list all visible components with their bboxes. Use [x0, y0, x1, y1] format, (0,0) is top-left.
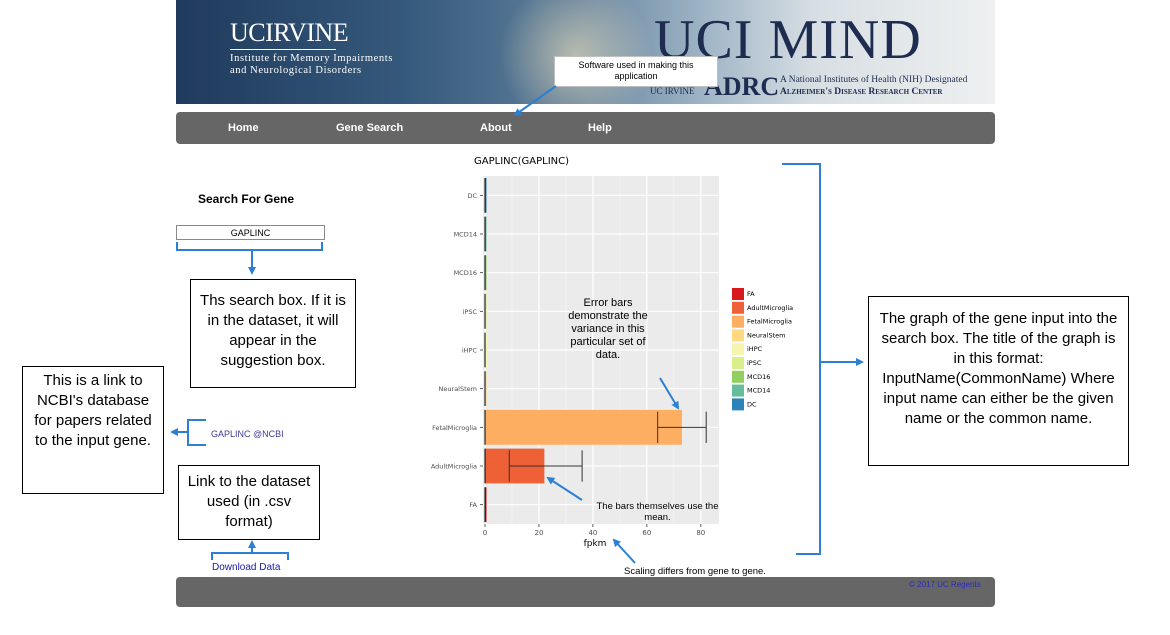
y-tick-label: FA [469, 501, 477, 509]
nav-about[interactable]: About [480, 122, 512, 134]
graph-annotation: The graph of the gene input into the sea… [868, 296, 1129, 466]
download-data-link[interactable]: Download Data [212, 562, 281, 573]
bar-FA [485, 487, 487, 523]
chart-title: GAPLINC(GAPLINC) [474, 156, 569, 167]
dataset-annotation: Link to the dataset used (in .csv format… [178, 465, 320, 540]
x-tick-label: 40 [588, 529, 597, 537]
legend-swatch [732, 384, 744, 397]
institute-line-1: Institute for Memory Impairments [230, 53, 393, 64]
scaling-annotation: Scaling differs from gene to gene. [624, 566, 766, 577]
nav-help[interactable]: Help [588, 122, 612, 134]
ncbi-link[interactable]: GAPLINC @NCBI [211, 429, 284, 439]
error-bars-arrow [659, 377, 680, 410]
search-title: Search For Gene [198, 192, 295, 206]
legend-label: MCD14 [747, 387, 770, 395]
logo-divider [230, 49, 336, 50]
error-bars-annotation: Error bars demonstrate the variance in t… [568, 297, 648, 361]
scaling-arrow [612, 538, 636, 564]
y-tick-label: DC [467, 192, 477, 200]
search-box-annotation: Ths search box. If it is in the dataset,… [190, 279, 356, 388]
legend-swatch [732, 315, 744, 328]
bar-iHPC [485, 332, 488, 368]
legend-swatch [732, 343, 744, 356]
legend-label: iPSC [747, 359, 762, 367]
x-tick-label: 60 [642, 529, 651, 537]
y-tick-label: NeuralStem [439, 385, 477, 393]
legend-swatch [732, 398, 744, 411]
legend-label: iHPC [747, 345, 763, 353]
chart-legend: FA AdultMicroglia FetalMicroglia NeuralStem… [732, 288, 793, 411]
bars-mean-arrow [546, 476, 583, 501]
bar-DC [485, 177, 487, 213]
legend-label: DC [747, 400, 757, 408]
y-axis-labels: FA AdultMicroglia FetalMicroglia NeuralStem… [431, 192, 483, 509]
software-arrow [513, 85, 557, 117]
bar-MCD14 [485, 216, 487, 252]
y-tick-label: AdultMicroglia [431, 463, 477, 471]
uci-logo: UCIRVINE Institute for Memory Impairment… [230, 18, 393, 77]
y-tick-label: iHPC [462, 347, 478, 355]
y-tick-label: FetalMicroglia [432, 424, 477, 432]
legend-label: NeuralStem [747, 331, 785, 339]
bar-FetalMicroglia [485, 409, 682, 445]
software-annotation: Software used in making this application [554, 56, 718, 87]
y-tick-label: MCD14 [454, 231, 477, 239]
bars-mean-annotation: The bars themselves use the mean. [596, 501, 719, 523]
gene-expression-chart: GAPLINC(GAPLINC) FA AdultMicroglia FetalMi… [431, 156, 793, 549]
x-tick-label: 20 [534, 529, 543, 537]
legend-label: MCD16 [747, 373, 770, 381]
error-bars [508, 411, 707, 482]
gene-search-input[interactable] [176, 225, 325, 240]
legend-swatch [732, 301, 744, 314]
legend-swatch [732, 370, 744, 383]
nih-line-1: A National Institutes of Health (NIH) De… [780, 75, 968, 85]
download-bracket [211, 552, 289, 560]
y-tick-label: iPSC [463, 308, 478, 316]
ncbi-bracket [187, 419, 206, 446]
x-tick-label: 0 [483, 529, 487, 537]
uc-irvine-label: UC IRVINE [650, 86, 695, 96]
x-tick-label: 80 [696, 529, 705, 537]
graph-bracket [782, 163, 821, 555]
institute-line-2: and Neurological Disorders [230, 65, 362, 76]
nav-home[interactable]: Home [228, 122, 259, 134]
legend-label: FetalMicroglia [747, 318, 792, 326]
x-axis-labels: 0 20 40 60 80 [483, 524, 705, 537]
bar-MCD16 [485, 255, 487, 291]
nih-designation: A National Institutes of Health (NIH) De… [780, 74, 967, 98]
bar-NeuralStem [485, 371, 487, 407]
nih-line-2: Alzheimer's Disease Research Center [780, 87, 943, 97]
legend-swatch [732, 357, 744, 369]
bar-iPSC [485, 293, 487, 329]
ncbi-annotation: This is a link to NCBI's database for pa… [22, 366, 164, 494]
search-bracket [176, 242, 323, 251]
legend-label: FA [747, 290, 755, 298]
x-axis-title: fpkm [584, 539, 607, 549]
nav-bar: Home Gene Search About Help [176, 112, 995, 144]
y-tick-label: MCD16 [454, 269, 477, 277]
legend-label: AdultMicroglia [747, 304, 793, 312]
uci-name: UCIRVINE [230, 18, 349, 47]
nav-gene-search[interactable]: Gene Search [336, 122, 404, 134]
legend-swatch [732, 288, 744, 300]
header-banner: UCIRVINE Institute for Memory Impairment… [176, 0, 995, 104]
copyright-link[interactable]: © 2017 UC Regents [909, 580, 981, 589]
legend-swatch [732, 329, 744, 342]
footer-bar [176, 577, 995, 607]
